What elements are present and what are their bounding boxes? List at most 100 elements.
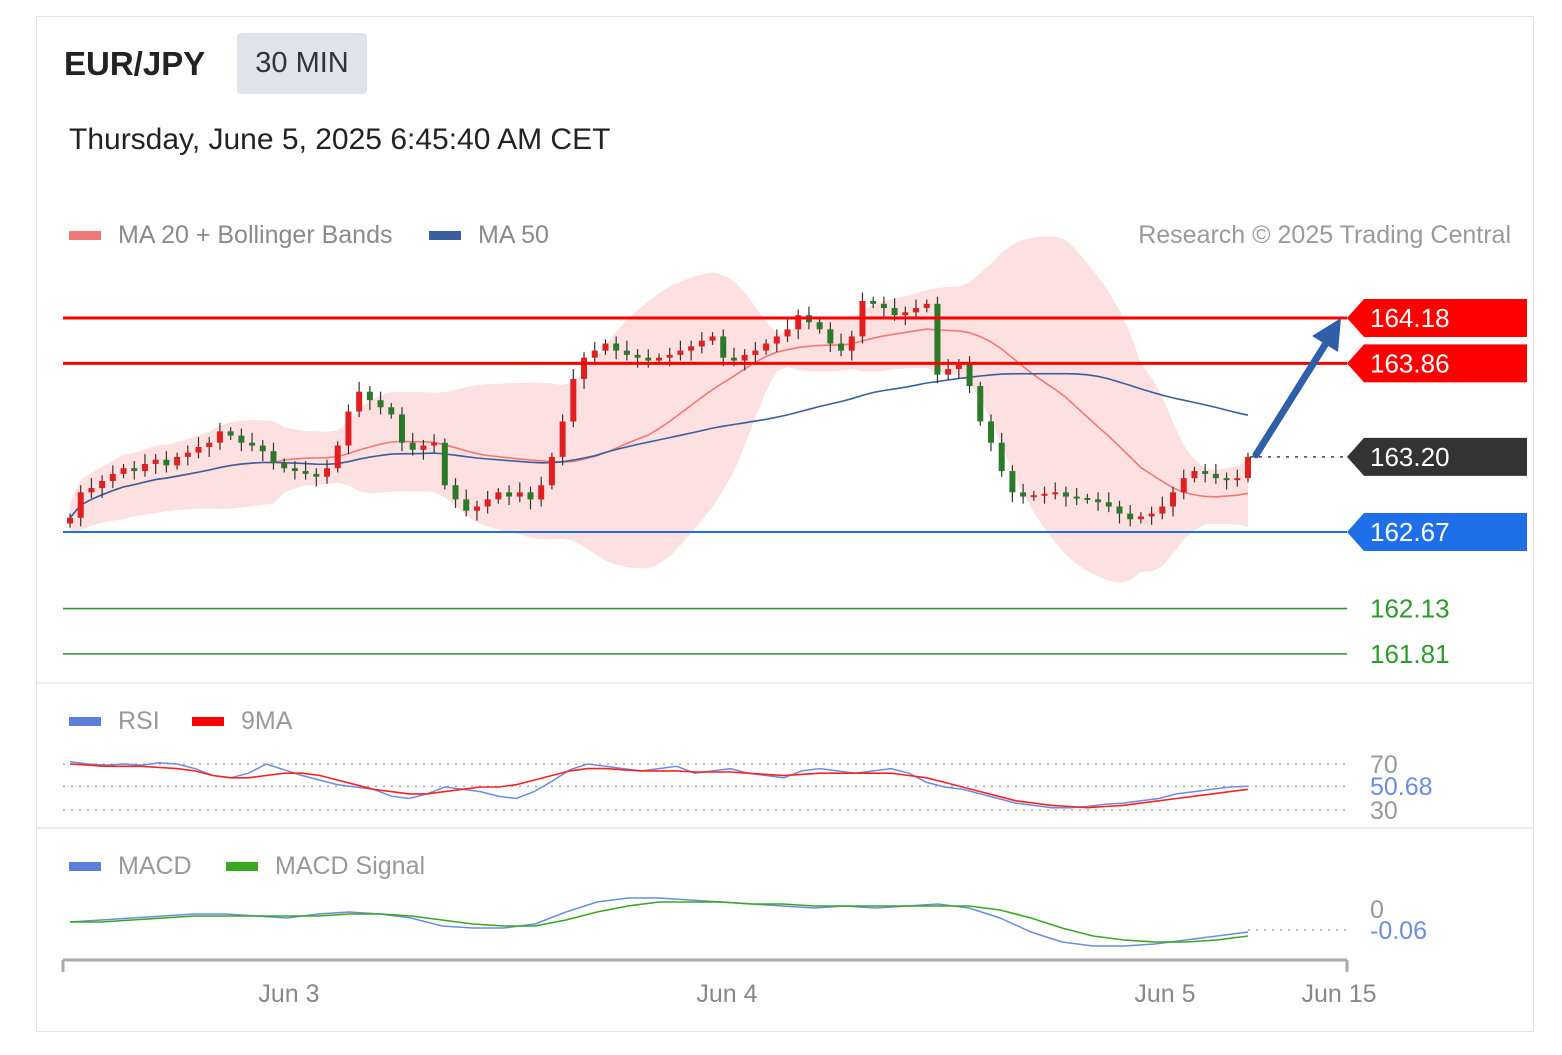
candle <box>291 461 298 480</box>
candle-body <box>1041 493 1048 496</box>
candle <box>923 299 930 313</box>
current-price-tag <box>1347 437 1527 476</box>
rsi-ma-legend-swatch <box>192 717 224 726</box>
macd-legend-swatch <box>69 862 101 871</box>
candle <box>206 437 213 457</box>
candle <box>902 306 909 326</box>
candle <box>977 381 984 426</box>
candle-body <box>548 456 555 486</box>
candle <box>548 452 555 490</box>
chart-card: EUR/JPY 30 MIN Thursday, June 5, 2025 6:… <box>36 16 1534 1032</box>
candle <box>1062 486 1069 507</box>
candle-body <box>1180 478 1187 493</box>
candle-body <box>1223 478 1230 481</box>
candle <box>356 381 363 418</box>
timestamp: Thursday, June 5, 2025 6:45:40 AM CET <box>69 123 611 156</box>
candle-body <box>174 456 181 466</box>
candle-body <box>388 407 395 415</box>
candle-body <box>1202 471 1209 474</box>
candle-body <box>313 473 320 477</box>
candle-body <box>945 369 952 375</box>
candle-body <box>141 463 148 472</box>
candle <box>1212 463 1219 484</box>
candle-body <box>163 459 170 466</box>
ma50-line <box>69 372 1249 519</box>
candle <box>570 369 577 428</box>
candle-body <box>131 468 138 472</box>
candle-body <box>1009 471 1016 493</box>
resistance-level-tag <box>1347 344 1527 383</box>
candle <box>1223 472 1230 490</box>
candle-body <box>527 492 534 500</box>
candle <box>998 432 1005 477</box>
x-tick-label: Jun 15 <box>1301 980 1376 1008</box>
candle <box>1245 452 1251 483</box>
candle <box>581 352 588 389</box>
candle <box>88 478 95 498</box>
candle <box>623 340 630 361</box>
x-tick-label: Jun 4 <box>696 980 757 1008</box>
candle <box>1127 505 1134 527</box>
candle-body <box>613 343 620 351</box>
candle-body <box>420 445 427 450</box>
candle-body <box>741 354 748 361</box>
timeframe-button[interactable]: 30 MIN <box>237 33 367 94</box>
candle <box>1095 492 1102 511</box>
support-level-label: 162.13 <box>1370 594 1450 624</box>
candle-body <box>1020 492 1027 497</box>
resistance-level-tag <box>1347 299 1527 337</box>
candle-body <box>398 414 405 443</box>
candle-body <box>827 329 834 344</box>
candle <box>227 427 234 440</box>
candle <box>1084 493 1091 504</box>
ma50-legend-swatch <box>429 231 461 240</box>
ma20-legend-swatch <box>69 231 101 240</box>
candle <box>1234 469 1241 487</box>
candle <box>77 485 84 527</box>
candle <box>1148 506 1155 525</box>
candle <box>174 452 181 470</box>
candle <box>259 439 266 462</box>
candle <box>1180 469 1187 500</box>
candle-body <box>955 364 962 370</box>
price-levels: 164.18 163.86 162.67 162.13 161.81 163.20 <box>63 299 1527 669</box>
macd-panel: 0-0.06 <box>69 896 1427 947</box>
rsi-tick-label: 70 <box>1370 751 1398 779</box>
rsi-tick-label: 30 <box>1370 797 1398 825</box>
candle <box>195 437 202 459</box>
candle <box>613 336 620 360</box>
candle-body <box>356 391 363 412</box>
candle <box>1137 512 1144 524</box>
candle <box>281 458 288 473</box>
candle-body <box>452 485 459 500</box>
candle-body <box>634 354 641 358</box>
candle-body <box>495 492 502 500</box>
candle-body <box>977 386 984 422</box>
candle <box>131 461 138 480</box>
candle <box>527 486 534 510</box>
candle-body <box>227 431 234 436</box>
rsi-line <box>69 760 1249 809</box>
candle <box>698 332 705 354</box>
candle <box>377 391 384 415</box>
candle <box>934 296 941 384</box>
research-credit: Research © 2025 Trading Central <box>1138 221 1511 249</box>
candle <box>720 329 727 367</box>
candle <box>431 434 438 453</box>
resistance-level-label: 164.18 <box>1370 303 1450 333</box>
forecast-arrow-shaft <box>1252 336 1332 459</box>
candle <box>1191 466 1198 483</box>
candle <box>1170 486 1177 517</box>
candle <box>516 482 523 503</box>
candle-body <box>709 336 716 341</box>
candle-body <box>559 421 566 457</box>
candle <box>345 404 352 455</box>
candle <box>141 454 148 477</box>
candle-body <box>67 517 73 524</box>
candle <box>773 329 780 353</box>
candle-body <box>473 506 480 511</box>
candle-body <box>377 400 384 408</box>
candle-body <box>1105 502 1112 507</box>
candle <box>1020 483 1027 504</box>
